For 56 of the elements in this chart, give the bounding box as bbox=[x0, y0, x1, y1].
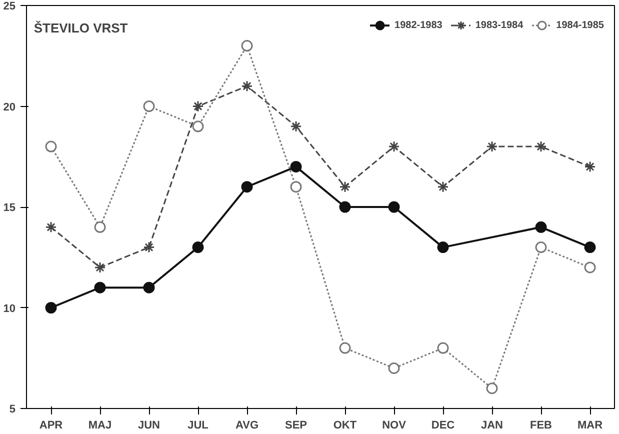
point bbox=[45, 302, 57, 314]
point bbox=[143, 100, 155, 112]
point bbox=[388, 201, 400, 213]
x-tick-label: FEB bbox=[530, 420, 552, 432]
point bbox=[94, 262, 106, 274]
point bbox=[290, 160, 302, 172]
point bbox=[241, 40, 253, 52]
y-tick-label: 15 bbox=[3, 202, 16, 214]
point bbox=[437, 181, 449, 193]
point bbox=[388, 362, 400, 374]
x-tick-label: JUN bbox=[138, 420, 160, 432]
point bbox=[192, 120, 204, 132]
point bbox=[535, 140, 547, 152]
x-tick-label: JAN bbox=[480, 420, 504, 432]
point bbox=[339, 181, 351, 193]
point bbox=[339, 201, 351, 213]
x-tick-label: AVG bbox=[235, 420, 259, 432]
point bbox=[388, 140, 400, 152]
point bbox=[584, 242, 596, 254]
legend-label: 1982-1983 bbox=[394, 20, 442, 30]
point bbox=[290, 181, 302, 193]
point bbox=[143, 282, 155, 294]
x-tick-label: APR bbox=[39, 420, 63, 432]
point bbox=[143, 242, 155, 254]
point bbox=[535, 221, 547, 233]
x-tick-label: JUL bbox=[188, 420, 209, 432]
point bbox=[437, 342, 449, 354]
x-tick-label: MAJ bbox=[88, 420, 112, 432]
point bbox=[486, 140, 498, 152]
point bbox=[486, 382, 498, 394]
x-tick-label: SEP bbox=[284, 420, 308, 432]
y-tick-label: 5 bbox=[9, 404, 16, 416]
x-tick-label: OKT bbox=[333, 420, 357, 432]
legend-label: 1983-1984 bbox=[475, 20, 524, 30]
y-tick-label: 10 bbox=[3, 302, 16, 315]
point bbox=[535, 242, 547, 254]
point bbox=[94, 282, 106, 294]
legend-label: 1984-1985 bbox=[556, 20, 604, 30]
point bbox=[241, 80, 253, 92]
point bbox=[94, 221, 106, 233]
x-tick-label: MAR bbox=[577, 420, 603, 432]
point bbox=[192, 100, 204, 112]
point bbox=[192, 242, 204, 254]
point bbox=[437, 242, 449, 254]
y-tick-label: 20 bbox=[3, 101, 16, 114]
x-tick-label: NOV bbox=[382, 420, 407, 432]
point bbox=[584, 160, 596, 172]
point bbox=[339, 342, 351, 354]
point bbox=[45, 140, 57, 152]
x-tick-label: DEC bbox=[431, 420, 455, 432]
point bbox=[241, 181, 253, 193]
point bbox=[584, 262, 596, 274]
point bbox=[45, 221, 57, 233]
point bbox=[290, 120, 302, 132]
y-tick-label: 25 bbox=[3, 0, 16, 12]
text: ŠTEVILO VRST bbox=[34, 20, 128, 36]
